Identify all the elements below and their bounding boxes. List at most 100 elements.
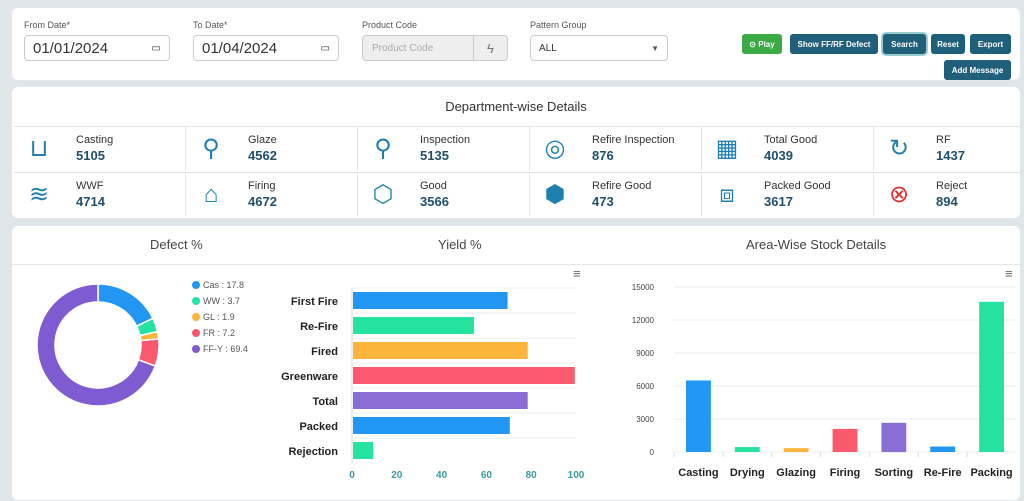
y-tick-label: 9000 [636,349,654,358]
dept-item-label: Refire Inspection [592,134,675,146]
glaze-spray-icon: ⚲ [202,135,220,162]
dept-item-label: Packed Good [764,180,831,192]
category-label: Drying [730,467,765,479]
legend-label[interactable]: WW : 3.7 [203,296,240,306]
dept-item-label: Casting [76,134,114,146]
reject-icon: ⊗ [888,181,910,208]
dept-item: ⬢ Refire Good 473 [530,172,702,216]
pattern-group-select[interactable]: ALL ▼ [530,35,668,61]
stock-bar[interactable] [979,301,1004,452]
yield-bar[interactable] [353,317,474,334]
pie-slice-cas[interactable] [97,283,154,328]
pie-slice-ff-y[interactable] [36,283,157,407]
refresh-icon: ↻ [888,135,910,162]
legend-marker [192,281,200,289]
yield-menu-icon[interactable]: ≡ [573,266,581,281]
dept-item-label: Good [420,180,447,192]
dept-item-label: Refire Good [592,180,652,192]
dept-item-value: 1437 [936,148,965,163]
stock-bar[interactable] [734,447,760,452]
lightning-icon[interactable]: ϟ [473,36,507,60]
dept-item: ⌂ Firing 4672 [186,172,358,216]
dept-item: ⚲ Glaze 4562 [186,126,358,170]
play-icon: ⊙ [749,39,756,49]
stock-bar[interactable] [686,380,711,453]
legend-label[interactable]: FF-Y : 69.4 [203,344,248,354]
reset-button[interactable]: Reset [931,34,965,54]
y-tick-label: 15000 [632,283,655,292]
boxes-stack-icon: ▦ [715,135,739,162]
dept-item-label: Reject [936,180,968,192]
stock-bar[interactable] [930,446,956,453]
y-tick-label: 0 [650,448,655,457]
legend-label[interactable]: Cas : 17.8 [203,280,244,290]
product-code-field: Product Code Product Code ϟ [362,20,508,61]
yield-bar[interactable] [353,367,575,384]
dept-item-value: 4039 [764,148,793,163]
stock-bar[interactable] [881,422,907,452]
casting-icon: ⊔ [29,135,49,162]
category-label: Packing [970,467,1012,479]
dept-item-label: Firing [248,180,276,192]
from-date-label: From Date* [24,20,71,30]
dept-item: ⚲ Inspection 5135 [358,126,530,170]
dept-item: ▦ Total Good 4039 [702,126,874,170]
magnifier-icon: ⚲ [374,135,392,162]
x-tick-label: 40 [436,470,448,481]
yield-bar[interactable] [353,442,374,459]
category-label: Greenware [281,371,338,383]
category-label: Total [313,396,338,408]
category-label: Casting [678,467,718,479]
product-code-input[interactable]: Product Code ϟ [362,35,508,61]
dept-item-value: 473 [592,194,614,209]
stock-bar[interactable] [832,428,858,452]
charts-panel: Defect % Yield % Area-Wise Stock Details… [12,226,1020,500]
search-button[interactable]: Search [883,34,926,54]
yield-bar[interactable] [353,417,510,434]
category-label: Glazing [776,467,816,479]
category-label: Re-Fire [924,467,962,479]
kiln-icon: ⌂ [203,181,219,208]
category-label: Packed [299,421,338,433]
department-panel: Department-wise Details ⊔ Casting 5105 ⚲ Gla… [12,87,1024,218]
legend-label[interactable]: FR : 7.2 [203,328,235,338]
dept-item: ⊗ Reject 894 [874,172,1024,216]
calendar-icon[interactable]: ▭ [320,42,330,54]
category-label: Fired [311,346,338,358]
yield-bar[interactable] [353,392,528,409]
y-tick-label: 6000 [636,382,654,391]
stock-menu-icon[interactable]: ≡ [1005,266,1013,281]
category-label: Sorting [875,467,914,479]
legend-marker [192,345,200,353]
dept-item: ↻ RF 1437 [874,126,1024,170]
department-title: Department-wise Details [445,99,587,114]
stock-chart-title: Area-Wise Stock Details [746,237,887,252]
show-defect-button[interactable]: Show FF/RF Defect [790,34,878,54]
dept-item-label: Inspection [420,134,471,146]
dept-item: ≋ WWF 4714 [14,172,186,216]
dept-item-value: 4562 [248,148,277,163]
dept-item-label: WWF [76,180,104,192]
add-message-button[interactable]: Add Message [944,60,1011,80]
x-tick-label: 60 [481,470,493,481]
export-button[interactable]: Export [970,34,1011,54]
legend-marker [192,297,200,305]
calendar-icon[interactable]: ▭ [151,42,161,54]
legend-label[interactable]: GL : 1.9 [203,312,235,322]
dept-item: ⬡ Good 3566 [358,172,530,216]
play-button[interactable]: ⊙ Play [742,34,782,54]
chevron-down-icon: ▼ [651,43,659,53]
from-date-input[interactable]: 01/01/2024 ▭ [24,35,170,61]
yield-chart-title: Yield % [438,237,482,252]
yield-bar[interactable] [353,292,508,309]
from-date-field: From Date* 01/01/2024 ▭ [24,20,170,61]
yield-bar[interactable] [353,342,528,359]
dept-item-value: 5105 [76,148,105,163]
to-date-input[interactable]: 01/04/2024 ▭ [193,35,339,61]
dept-item: ◎ Refire Inspection 876 [530,126,702,170]
pattern-group-label: Pattern Group [530,20,587,30]
dept-item-value: 3617 [764,194,793,209]
dept-item-label: RF [936,134,951,146]
stock-bar[interactable] [783,448,809,452]
dept-item: ⊔ Casting 5105 [14,126,186,170]
